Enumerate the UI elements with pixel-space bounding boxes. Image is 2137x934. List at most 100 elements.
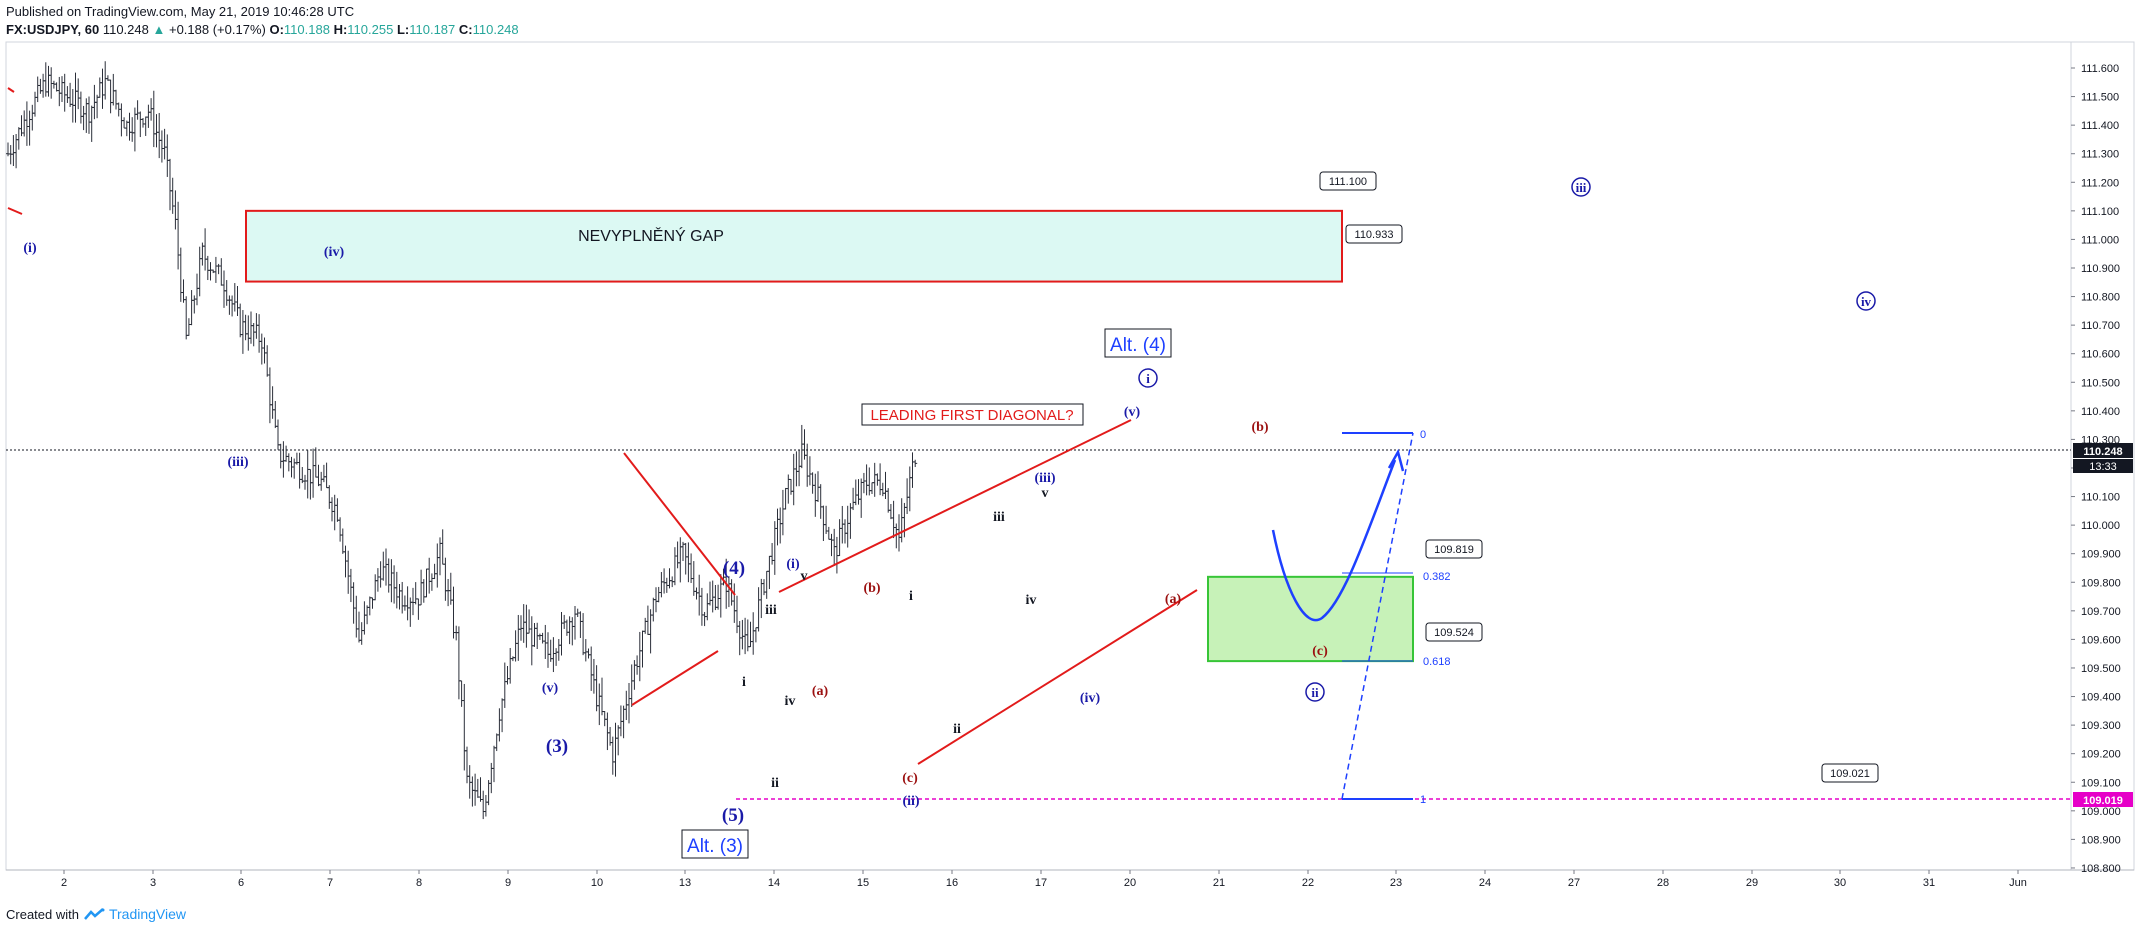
price-tick-label: 111.600 [2081, 63, 2119, 75]
price-callout-box [1425, 622, 1483, 642]
fib-trend-dashed-line [1341, 432, 1414, 800]
wave-label: (5) [722, 805, 744, 826]
price-tick-label: 109.400 [2081, 692, 2121, 704]
time-tick-label: Jun [2009, 877, 2027, 889]
alt-wave-label-box [681, 829, 749, 859]
fib-level-label: 1 [1420, 794, 1426, 806]
wave-label: iii [993, 510, 1005, 525]
tradingview-logo-icon [84, 908, 105, 920]
wave-label: iii [765, 603, 777, 618]
high-value: 110.255 [347, 22, 394, 37]
price-tick-label: 110.000 [2081, 520, 2120, 532]
last-price-tag [2073, 443, 2133, 458]
wave-label: (a) [1165, 592, 1182, 607]
countdown-tag [2073, 459, 2133, 473]
wave-label: (iv) [324, 245, 345, 260]
circled-wave-marker [1571, 177, 1591, 197]
wave-label: (ii) [902, 794, 919, 809]
wave-label: (a) [812, 684, 829, 699]
time-tick-label: 23 [1390, 877, 1402, 889]
price-callout-box [1345, 224, 1403, 244]
price-tick-label: 110.600 [2081, 349, 2120, 361]
wave-label: (b) [863, 581, 880, 596]
price-tick-label: 108.800 [2081, 863, 2121, 875]
diagonal-label: LEADING FIRST DIAGONAL? [870, 407, 1073, 424]
last-price: 110.248 [102, 22, 149, 37]
time-tick-label: 22 [1302, 877, 1314, 889]
red-trend-line [778, 419, 1132, 593]
price-callout-label: 109.021 [1830, 768, 1870, 780]
time-tick-label: 29 [1746, 877, 1758, 889]
wave-label: iv [1026, 593, 1037, 608]
price-tick-label: 108.900 [2081, 834, 2121, 846]
price-tick-label: 111.500 [2081, 92, 2119, 104]
time-tick-label: 27 [1568, 877, 1580, 889]
unfilled-gap-zone [245, 209, 1343, 283]
wave-label: (i) [23, 241, 37, 256]
open-label: O: [269, 22, 284, 37]
alt-wave-label: Alt. (4) [1110, 335, 1166, 356]
grid [5, 41, 2135, 871]
time-tick-label: 31 [1923, 877, 1935, 889]
price-tick-label: 111.400 [2081, 120, 2119, 132]
fib-level-label: 0 [1420, 429, 1426, 441]
high-label: H: [333, 22, 348, 37]
brand[interactable]: TradingView [108, 906, 187, 922]
plot-area [5, 41, 2072, 871]
price-tick-label: 109.900 [2081, 549, 2121, 561]
wave-label: (iv) [1080, 691, 1101, 706]
wave-label: (b) [1251, 420, 1268, 435]
gap-zone-label: NEVYPLNĚNÝ GAP [578, 226, 724, 245]
time-tick-label: 13 [679, 877, 691, 889]
last-price-tag-label: 110.248 [2083, 446, 2122, 458]
price-tick-label: 109.100 [2081, 777, 2121, 789]
wave-label: (iii) [228, 455, 249, 470]
change: +0.188 (+0.17%) [168, 22, 266, 37]
time-axis[interactable]: 2 3 6 7 8 9 10 13 14 15 16 17 20 21 22 23 24 27 28 29 30 31 Ju… [61, 870, 2027, 889]
price-tick-label: 111.100 [2081, 206, 2119, 218]
open-value: 110.188 [283, 22, 330, 37]
price-tick-label: 109.500 [2081, 663, 2121, 675]
time-tick-label: 24 [1479, 877, 1491, 889]
price-callout-box [1319, 171, 1377, 191]
circled-wave-marker [1138, 368, 1158, 388]
price-tick-label: 109.700 [2081, 606, 2121, 618]
price-callout-label: 111.100 [1329, 176, 1367, 188]
circled-wave-label: iii [1576, 180, 1587, 195]
wave-label: (v) [1124, 405, 1141, 420]
price-tick-label: 109.300 [2081, 720, 2121, 732]
countdown-tag-label: 13:33 [2089, 461, 2117, 473]
time-tick-label: 30 [1834, 877, 1846, 889]
time-tick-label: 7 [327, 877, 333, 889]
time-tick-label: 8 [416, 877, 422, 889]
low-price-tag [2073, 792, 2133, 807]
fib-level-label: 0.618 [1423, 656, 1451, 668]
red-trend-line [917, 589, 1198, 765]
price-axis[interactable]: 111.600 111.500 111.400 111.300 111.200 111.1… [2071, 63, 2133, 875]
diagonal-label-box [861, 403, 1084, 426]
circled-wave-label: iv [1861, 294, 1872, 309]
time-tick-label: 9 [505, 877, 511, 889]
wave-label: v [1042, 486, 1049, 501]
wave-label: (4) [723, 558, 745, 579]
alt-wave-label-box [1104, 328, 1172, 358]
time-tick-label: 16 [946, 877, 958, 889]
red-trend-line [623, 452, 736, 596]
time-tick-label: 3 [150, 877, 156, 889]
price-bars [6, 61, 918, 820]
low-price-tag-label: 109.019 [2083, 795, 2123, 807]
published-line: Published on TradingView.com, May 21, 20… [6, 4, 355, 19]
wave-label: (i) [786, 557, 800, 572]
price-tick-label: 110.900 [2081, 263, 2120, 275]
low-value: 110.187 [409, 22, 456, 37]
circled-wave-label: ii [1311, 685, 1319, 700]
price-tick-label: 109.000 [2081, 806, 2121, 818]
time-tick-label: 10 [591, 877, 603, 889]
wave-label: i [742, 675, 746, 690]
low-label: L: [396, 22, 410, 37]
trend-lines: 0.382 0.618 0 1 111.100 110.933 109.819 109.524… [6, 87, 2071, 806]
wave-label: (iii) [1035, 471, 1056, 486]
wave-label: (c) [902, 771, 918, 786]
time-tick-label: 28 [1657, 877, 1669, 889]
